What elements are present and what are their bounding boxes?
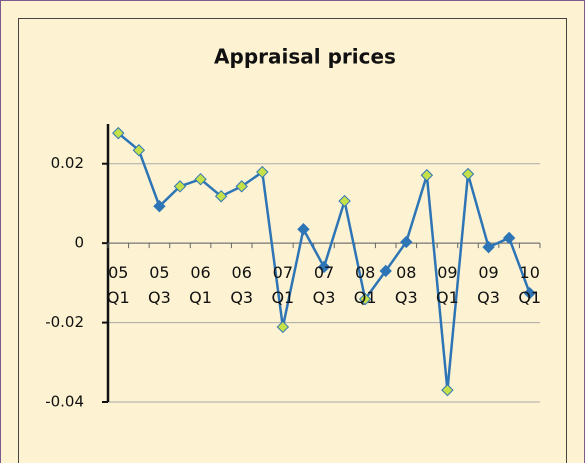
data-point xyxy=(482,240,495,254)
x-tick-label: 09 Q1 xyxy=(436,263,459,308)
data-point xyxy=(502,231,516,245)
data-point xyxy=(256,165,269,179)
data-point xyxy=(400,235,413,249)
data-point xyxy=(194,172,207,186)
data-point xyxy=(338,194,351,208)
x-tick-label: 08 Q3 xyxy=(394,263,418,308)
y-tick-label: -0.04 xyxy=(45,393,84,411)
plot-frame xyxy=(18,18,567,463)
data-point xyxy=(297,223,310,236)
data-point xyxy=(276,320,290,334)
data-point xyxy=(173,180,187,193)
data-point xyxy=(441,383,454,397)
x-tick-label: 05 Q1 xyxy=(106,263,130,308)
y-tick-label: 0.02 xyxy=(51,154,84,172)
y-tick-label: 0 xyxy=(74,234,84,252)
data-point xyxy=(420,169,434,182)
x-tick-label: 07 Q1 xyxy=(271,263,295,308)
data-point xyxy=(461,167,475,181)
data-point xyxy=(132,144,146,157)
x-tick-label: 06 Q3 xyxy=(230,263,254,308)
data-point xyxy=(523,286,536,300)
x-tick-label: 09 Q3 xyxy=(477,263,500,308)
data-point xyxy=(358,292,372,306)
data-point xyxy=(379,264,392,278)
data-point xyxy=(235,180,248,193)
y-tick-label: -0.02 xyxy=(45,313,84,331)
chart-title: Appraisal prices xyxy=(214,45,396,69)
x-tick-label: 06 Q1 xyxy=(189,263,212,308)
data-point xyxy=(112,126,125,140)
x-tick-label: 05 Q3 xyxy=(148,263,171,308)
x-tick-label: 08 Q1 xyxy=(353,263,377,308)
data-point xyxy=(153,200,166,213)
data-point xyxy=(214,190,228,203)
data-point xyxy=(317,260,331,274)
x-tick-label: 07 Q3 xyxy=(312,263,336,308)
x-tick-label: 10 Q1 xyxy=(518,263,542,308)
